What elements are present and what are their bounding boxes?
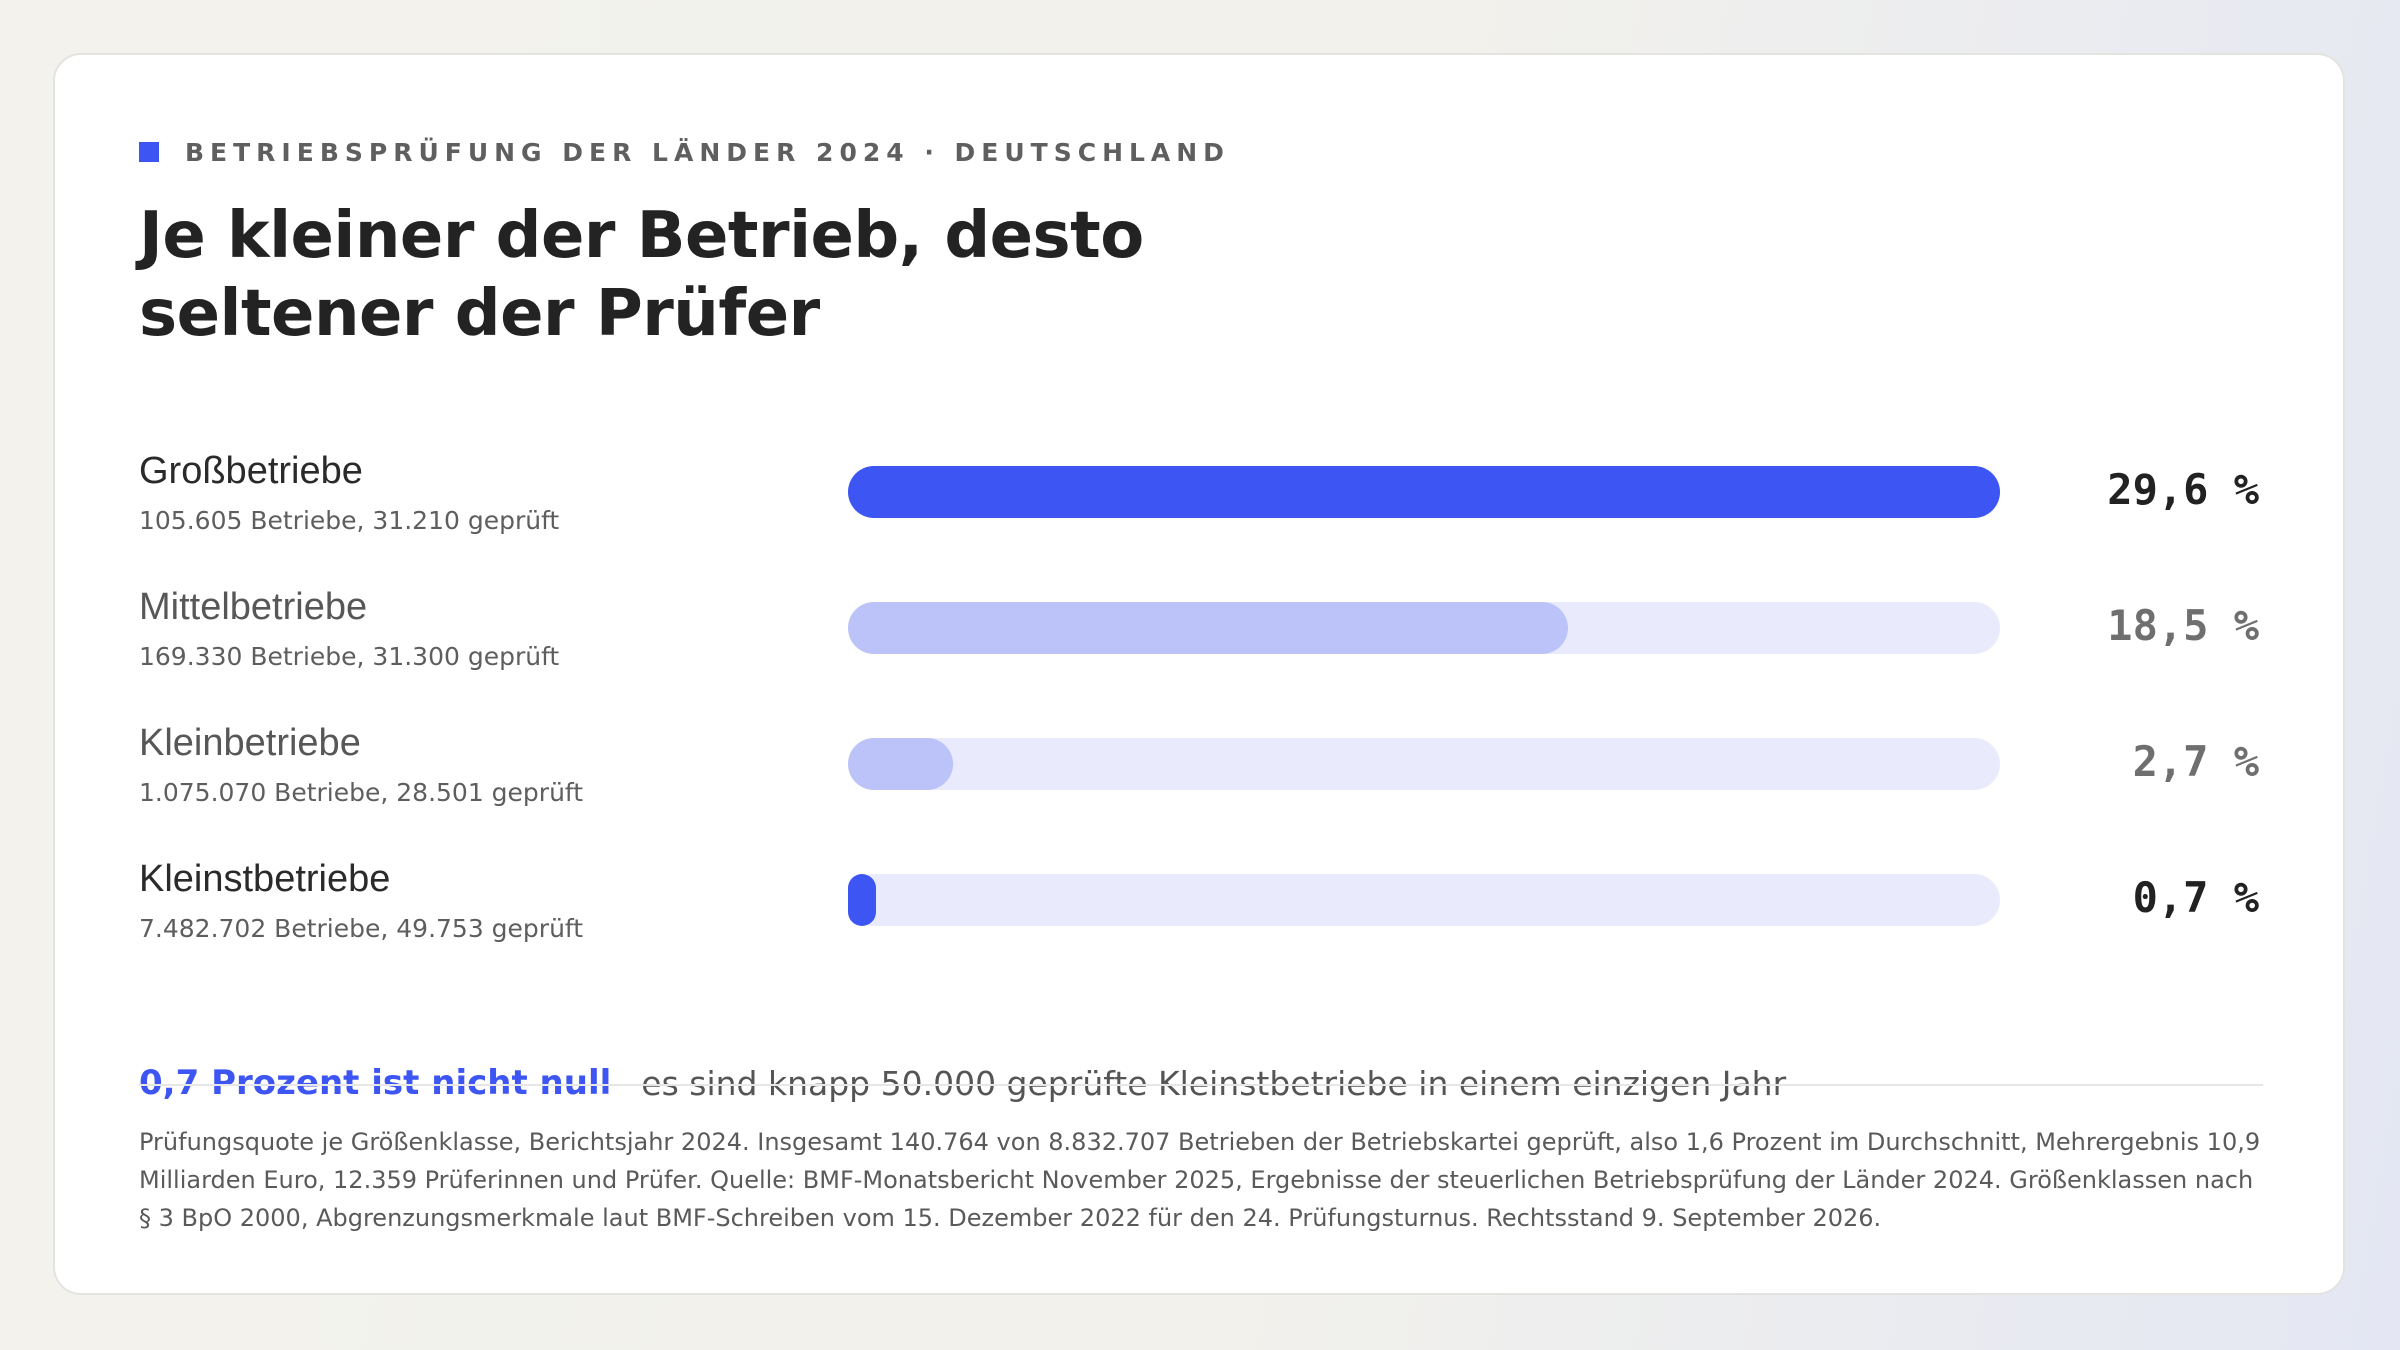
category-sub-grossbetriebe: 105.605 Betriebe, 31.210 geprüft: [139, 506, 560, 535]
value-label-mittelbetriebe: 18,5 %: [2107, 601, 2259, 650]
category-label-kleinbetriebe: Kleinbetriebe: [139, 722, 361, 764]
category-sub-mittelbetriebe: 169.330 Betriebe, 31.300 geprüft: [139, 642, 560, 671]
kicker-square-icon: [139, 142, 159, 162]
bar-mittelbetriebe: [848, 602, 1568, 654]
category-sub-kleinstbetriebe: 7.482.702 Betriebe, 49.753 geprüft: [139, 914, 584, 943]
category-label-kleinstbetriebe: Kleinstbetriebe: [139, 858, 391, 900]
category-sub-kleinbetriebe: 1.075.070 Betriebe, 28.501 geprüft: [139, 778, 584, 807]
value-label-kleinbetriebe: 2,7 %: [2132, 737, 2259, 786]
note-text: es sind knapp 50.000 geprüfte Kleinstbet…: [641, 1063, 1787, 1103]
value-label-grossbetriebe: 29,6 %: [2107, 465, 2259, 514]
divider: [139, 1084, 2263, 1086]
bar-chart: [848, 466, 2000, 926]
bar-kleinbetriebe: [848, 738, 954, 790]
bar-track-kleinbetriebe: [848, 738, 2000, 790]
chart-title: Je kleiner der Betrieb, desto seltener d…: [139, 199, 1144, 351]
category-label-mittelbetriebe: Mittelbetriebe: [139, 586, 368, 628]
value-label-kleinstbetriebe: 0,7 %: [2132, 873, 2259, 922]
kicker-text: BETRIEBSPRÜFUNG DER LÄNDER 2024 · DEUTSC…: [185, 137, 1230, 167]
footnote: Prüfungsquote je Größenklasse, Berichtsj…: [139, 1128, 2261, 1232]
bar-track-kleinstbetriebe: [848, 874, 2000, 926]
chart-card: BETRIEBSPRÜFUNG DER LÄNDER 2024 · DEUTSC…: [53, 53, 2345, 1295]
bar-kleinstbetriebe: [848, 874, 876, 926]
bar-grossbetriebe: [848, 466, 2000, 518]
kicker: BETRIEBSPRÜFUNG DER LÄNDER 2024 · DEUTSC…: [139, 136, 1230, 168]
category-label-grossbetriebe: Großbetriebe: [139, 450, 363, 492]
note: 0,7 Prozent ist nicht null es sind knapp…: [139, 1061, 1786, 1105]
note-highlight: 0,7 Prozent ist nicht null: [139, 1063, 612, 1103]
